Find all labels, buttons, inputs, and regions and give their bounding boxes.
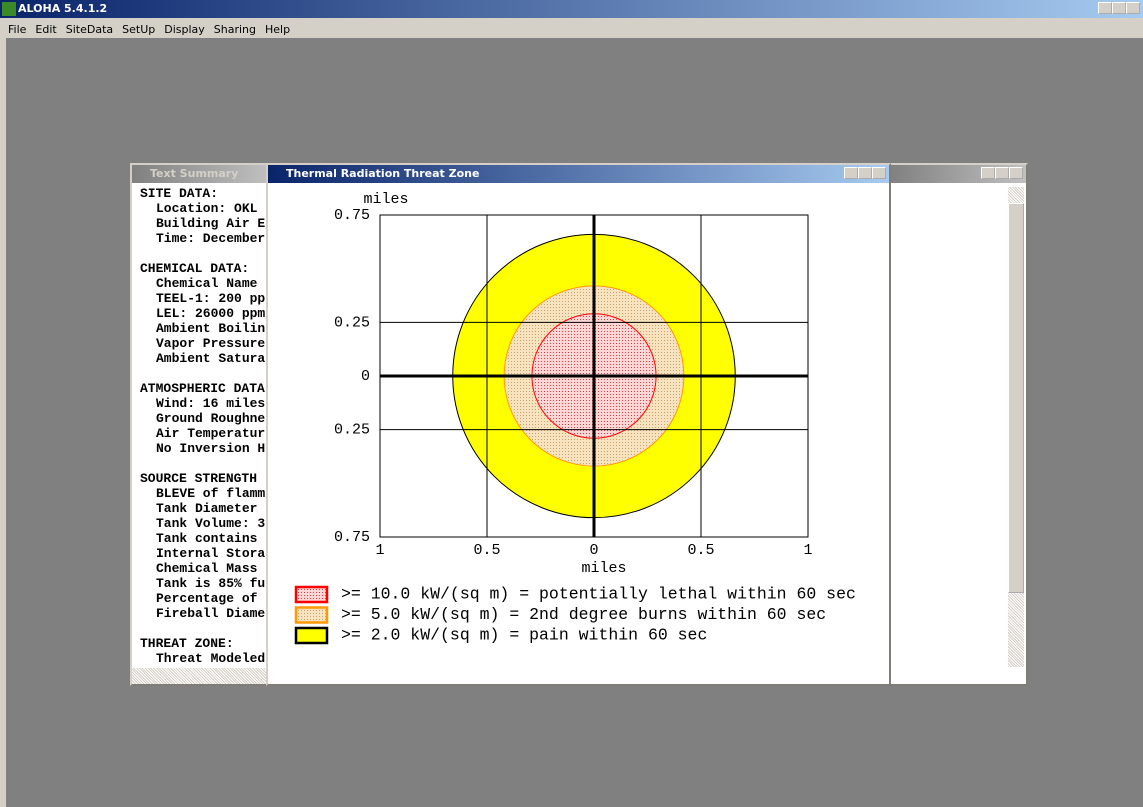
summary-line: Percentage of: [156, 591, 258, 606]
section-heading: THREAT ZONE:: [140, 636, 234, 651]
x-tick-label: 0.5: [687, 542, 714, 559]
y-tick-label: 0.75: [334, 529, 370, 546]
summary-line: Time: December: [156, 231, 266, 246]
maximize[interactable]: [995, 167, 1009, 179]
section-heading: SOURCE STRENGTH: [140, 471, 258, 486]
summary-line: Air Temperatur: [156, 426, 266, 441]
text-summary-window: Text Summary SITE DATA: Location: OKL Buil…: [130, 163, 270, 686]
h-scrollbar[interactable]: [132, 668, 268, 684]
window-title-bar: Thermal Radiation Threat Zone: [268, 165, 889, 183]
close[interactable]: [1126, 2, 1140, 14]
app-title-bar: ALOHA 5.4.1.2: [0, 0, 1143, 18]
summary-line: Chemical Mass: [156, 561, 258, 576]
summary-line: No Inversion H: [156, 441, 266, 456]
maximize[interactable]: [858, 167, 872, 179]
v-scrollbar[interactable]: [1008, 187, 1024, 667]
summary-text: SITE DATA: Location: OKL Building Air E Tim…: [140, 186, 266, 668]
blank-window: [888, 163, 1028, 686]
summary-line: Ambient Boilin: [156, 321, 266, 336]
close[interactable]: [1009, 167, 1023, 179]
legend-pattern: [297, 608, 326, 622]
summary-section: SOURCE STRENGTH BLEVE of flamm Tank Diamet…: [140, 471, 266, 621]
frame-edge: [0, 38, 6, 807]
app-title: ALOHA 5.4.1.2: [18, 2, 108, 15]
maximize[interactable]: [1112, 2, 1126, 14]
legend-pattern: [297, 588, 326, 601]
section-heading: CHEMICAL DATA:: [140, 261, 250, 276]
x-axis-label: miles: [581, 560, 626, 577]
summary-line: Ground Roughne: [156, 411, 266, 426]
summary-line: Threat Modeled: [156, 651, 266, 666]
summary-section: THREAT ZONE: Threat Modeled: [140, 636, 266, 666]
summary-line: Chemical Name: [156, 276, 258, 291]
legend-label: >= 10.0 kW/(sq m) = potentially lethal w…: [341, 584, 856, 603]
minimize[interactable]: [981, 167, 995, 179]
menu-item[interactable]: Sharing: [213, 23, 257, 36]
x-tick-label: 1: [803, 542, 812, 559]
window-title: Text Summary: [150, 167, 239, 180]
menu-item[interactable]: File: [8, 23, 27, 36]
summary-section: ATMOSPHERIC DATA Wind: 16 miles Ground Rou…: [140, 381, 266, 456]
plot-border: [379, 214, 809, 538]
legend-label: >= 2.0 kW/(sq m) = pain within 60 sec: [341, 625, 707, 644]
menu-item[interactable]: Edit: [35, 23, 57, 36]
summary-line: Ambient Satura: [156, 351, 266, 366]
scroll-thumb[interactable]: [1008, 203, 1024, 593]
app-icon: [2, 2, 16, 16]
summary-line: Fireball Diame: [156, 606, 266, 621]
summary-line: Tank contains: [156, 531, 258, 546]
y-tick-label: 0.75: [334, 207, 370, 224]
y-tick-label: 0.25: [334, 422, 370, 439]
summary-line: Wind: 16 miles: [156, 396, 266, 411]
x-tick-label: 0.5: [473, 542, 500, 559]
y-axis-label: miles: [363, 191, 408, 208]
summary-line: Building Air E: [156, 216, 266, 231]
summary-line: Location: OKL: [156, 201, 258, 216]
legend-label: >= 5.0 kW/(sq m) = 2nd degree burns with…: [341, 605, 826, 624]
close[interactable]: [872, 167, 886, 179]
summary-section: CHEMICAL DATA: Chemical Name TEEL-1: 200 p…: [140, 261, 266, 366]
menu-item[interactable]: Display: [164, 23, 205, 36]
window-title-bar: Text Summary: [132, 165, 268, 183]
summary-line: BLEVE of flamm: [156, 486, 266, 501]
summary-line: Tank Diameter: [156, 501, 258, 516]
section-heading: SITE DATA:: [140, 186, 219, 201]
threat-zone-window: Thermal Radiation Threat Zone 1 0.5 0 0.5 1 0…: [266, 163, 891, 686]
summary-section: SITE DATA: Location: OKL Building Air E Tim…: [140, 186, 266, 246]
minimize[interactable]: [844, 167, 858, 179]
menu-item[interactable]: Help: [265, 23, 291, 36]
summary-line: TEEL-1: 200 pp: [156, 291, 266, 306]
summary-line: Internal Stora: [156, 546, 266, 561]
y-tick-label: 0: [361, 368, 370, 385]
y-tick-label: 0.25: [334, 314, 370, 331]
menu-item[interactable]: SetUp: [122, 23, 156, 36]
menu-bar: File Edit SiteData SetUp Display Sharing Help: [0, 18, 1143, 38]
summary-line: LEL: 26000 ppm: [156, 306, 266, 321]
minimize[interactable]: [1098, 2, 1112, 14]
window-title-bar: [890, 165, 1026, 183]
legend-swatch: [294, 626, 329, 645]
summary-line: Tank Volume: 3: [156, 516, 266, 531]
menu-item[interactable]: SiteData: [65, 23, 114, 36]
summary-line: Tank is 85% fu: [156, 576, 266, 591]
x-tick-label: 1: [375, 542, 384, 559]
x-tick-label: 0: [589, 542, 598, 559]
summary-line: Vapor Pressure: [156, 336, 266, 351]
window-title: Thermal Radiation Threat Zone: [286, 167, 480, 180]
section-heading: ATMOSPHERIC DATA: [140, 381, 265, 396]
